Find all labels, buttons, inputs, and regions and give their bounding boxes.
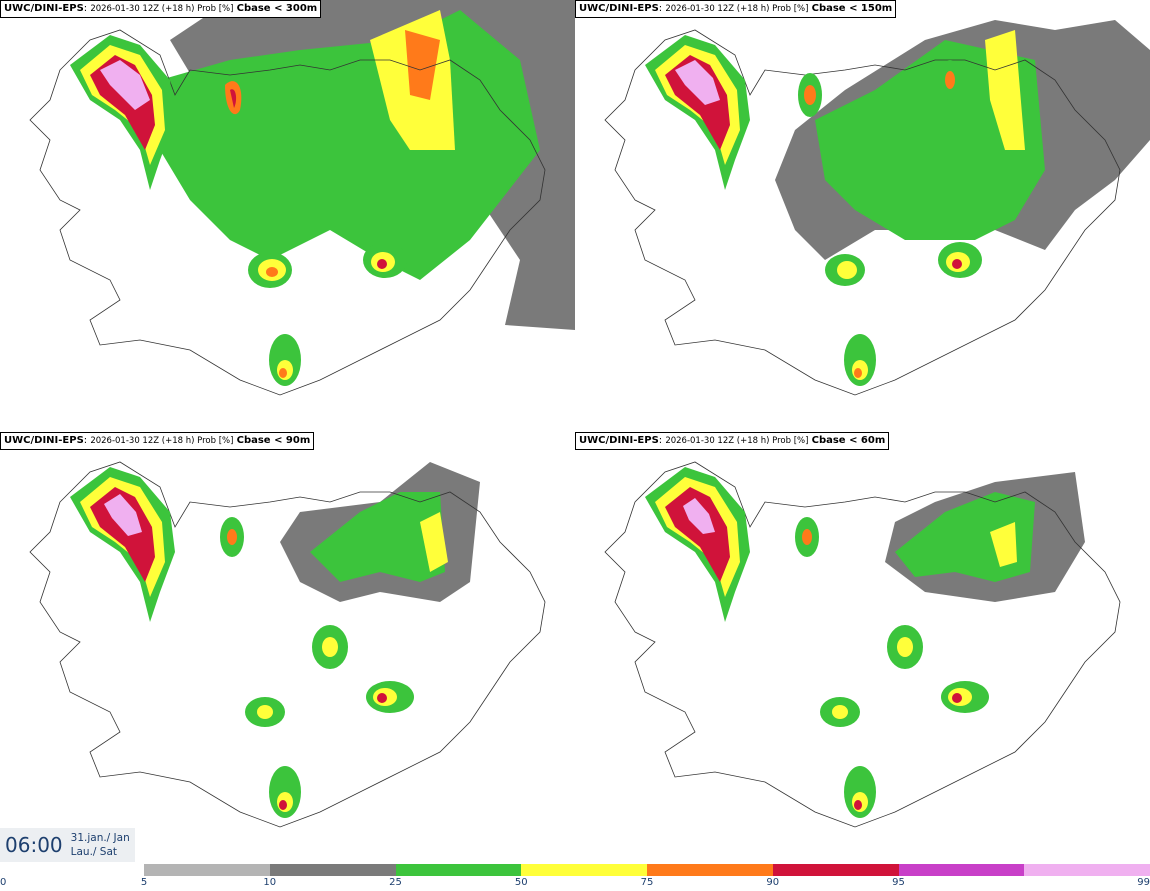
south-blobs <box>798 60 982 386</box>
legend-swatch <box>269 864 396 876</box>
western-fjords-highprob <box>70 467 175 622</box>
island-outline <box>29 29 546 396</box>
south-blobs <box>248 242 407 386</box>
legend-swatch <box>144 864 270 876</box>
run-info: 2026-01-30 12Z (+18 h) Prob [%] <box>90 4 234 14</box>
valid-time-clock: 06:00 <box>5 833 63 857</box>
threshold-label: Cbase < 150m <box>811 3 893 14</box>
legend-swatch <box>647 864 773 876</box>
legend-swatch <box>772 864 899 876</box>
south-blobs <box>795 517 989 818</box>
panel-title: UWC/DINI-EPS: 2026-01-30 12Z (+18 h) Pro… <box>0 0 322 18</box>
threshold-label: Cbase < 60m <box>811 435 886 446</box>
background-field <box>160 0 575 330</box>
western-fjords-highprob <box>645 467 750 622</box>
island-outline <box>604 461 1121 828</box>
legend-tick-label: 25 <box>389 877 402 888</box>
valid-date-line2: Lau./ Sat <box>70 846 118 858</box>
run-info: 2026-01-30 12Z (+18 h) Prob [%] <box>665 4 809 14</box>
legend-tick-label: 50 <box>514 877 528 888</box>
color-legend <box>144 864 1150 876</box>
probability-map <box>29 0 575 396</box>
map-panel-150m: UWC/DINI-EPS: 2026-01-30 12Z (+18 h) Pro… <box>575 0 1150 432</box>
legend-tick-label: 95 <box>892 877 905 888</box>
map-panel-60m: UWC/DINI-EPS: 2026-01-30 12Z (+18 h) Pro… <box>575 432 1150 864</box>
legend-swatch <box>521 864 647 876</box>
threshold-label: Cbase < 90m <box>236 435 311 446</box>
legend-tick-label: 75 <box>640 877 654 888</box>
probability-map <box>604 461 1121 828</box>
south-blobs <box>220 517 414 818</box>
threshold-label: Cbase < 300m <box>236 3 318 14</box>
map-panel-300m: UWC/DINI-EPS: 2026-01-30 12Z (+18 h) Pro… <box>0 0 575 432</box>
model-name: UWC/DINI-EPS <box>4 435 84 446</box>
panel-title: UWC/DINI-EPS: 2026-01-30 12Z (+18 h) Pro… <box>575 0 897 18</box>
valid-date-line1: 31.jan./ Jan <box>70 832 130 844</box>
background-field <box>885 472 1085 602</box>
panel-title: UWC/DINI-EPS: 2026-01-30 12Z (+18 h) Pro… <box>0 432 315 450</box>
run-info: 2026-01-30 12Z (+18 h) Prob [%] <box>90 436 234 446</box>
island-outline <box>29 461 546 828</box>
western-fjords-highprob <box>70 35 175 190</box>
run-info: 2026-01-30 12Z (+18 h) Prob [%] <box>665 436 809 446</box>
probability-map <box>29 461 546 828</box>
legend-tick-label: 99 <box>1137 877 1150 888</box>
probability-map <box>604 20 1150 396</box>
western-fjords-highprob <box>645 35 750 190</box>
background-field <box>775 20 1150 260</box>
panel-title: UWC/DINI-EPS: 2026-01-30 12Z (+18 h) Pro… <box>575 432 890 450</box>
valid-time-box: 06:00 31.jan./ Jan Lau./ Sat <box>0 828 135 862</box>
legend-swatch <box>395 864 522 876</box>
model-name: UWC/DINI-EPS <box>579 3 659 14</box>
island-outline <box>604 29 1121 396</box>
model-name: UWC/DINI-EPS <box>579 435 659 446</box>
legend-tick-label: 0 <box>0 877 7 888</box>
model-name: UWC/DINI-EPS <box>4 3 84 14</box>
legend-swatch <box>1024 864 1150 876</box>
background-field <box>280 462 480 602</box>
valid-date: 31.jan./ Jan Lau./ Sat <box>71 831 130 859</box>
map-panel-90m: UWC/DINI-EPS: 2026-01-30 12Z (+18 h) Pro… <box>0 432 575 864</box>
legend-tick-label: 10 <box>263 877 277 888</box>
legend-swatch <box>898 864 1025 876</box>
legend-tick-label: 90 <box>766 877 780 888</box>
legend-tick-label: 5 <box>140 877 148 888</box>
